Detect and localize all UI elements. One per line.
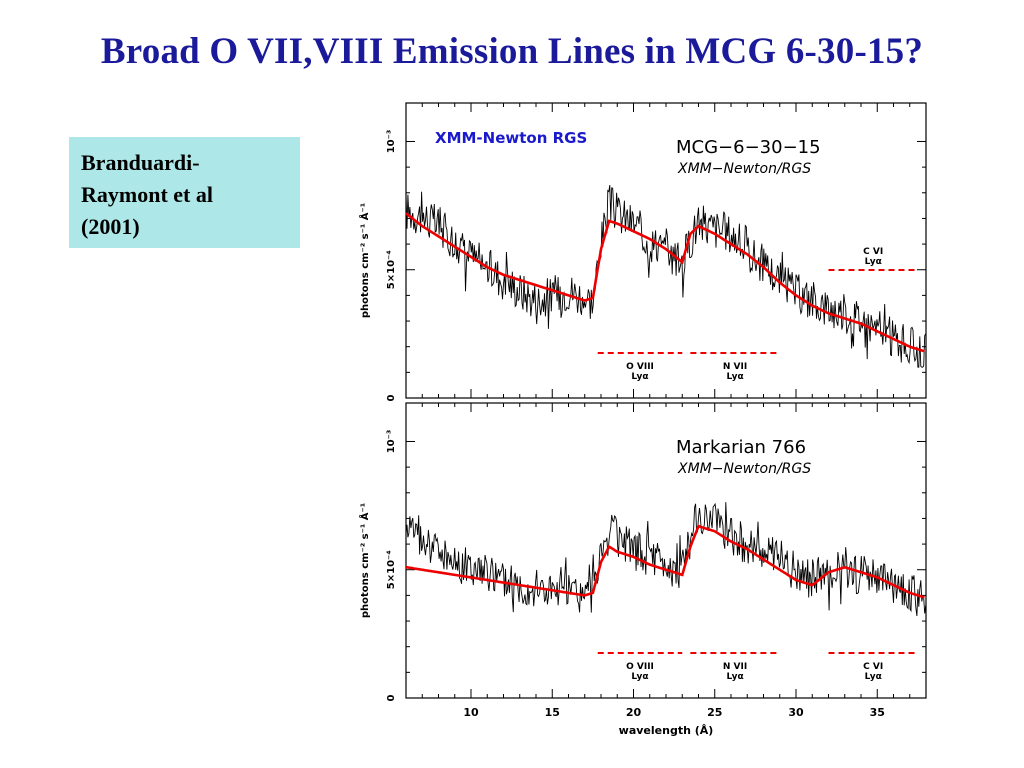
model-series-line (405, 524, 925, 599)
model-series-line (405, 212, 925, 353)
panel-title: Markarian 766 (676, 437, 806, 458)
y-tick-label: 10⁻³ (386, 430, 397, 454)
chart-panel-2: 10 15 20 25 30 35 wavelength (Å) 0 5×10⁻⁴ 10⁻³ pho… (358, 402, 927, 737)
panel-title: MCG−6−30−15 (676, 137, 821, 158)
line-marker-sublabel: Lyα (631, 672, 648, 682)
data-series-line (405, 502, 927, 617)
panel-subtitle: XMM−Newton/RGS (677, 461, 811, 477)
line-marker-label: O VIII (626, 662, 654, 672)
plot-frame (405, 402, 927, 699)
citation-line-3: (2001) (81, 214, 140, 239)
line-marker-sublabel: Lyα (726, 672, 743, 682)
x-axis-label: wavelength (Å) (619, 724, 714, 737)
chart-panel-1: 0 5×10⁻⁴ 10⁻³ photons cm⁻² s⁻¹ Å⁻¹ MCG−6−30−… (358, 102, 927, 401)
x-tick-label: 20 (626, 706, 642, 719)
spectra-figure: 0 5×10⁻⁴ 10⁻³ photons cm⁻² s⁻¹ Å⁻¹ MCG−6−30−… (358, 102, 927, 737)
line-marker-label: C VI (863, 662, 883, 672)
line-marker-sublabel: Lyα (865, 257, 882, 267)
data-series-line (405, 185, 927, 368)
line-marker-label: C VI (863, 247, 883, 257)
overlay-label: XMM-Newton RGS (435, 129, 587, 147)
x-tick-label: 30 (788, 706, 804, 719)
citation-box: Branduardi- Raymont et al (2001) (69, 137, 300, 248)
x-tick-label: 35 (870, 706, 885, 719)
line-marker-label: N VII (723, 662, 747, 672)
y-tick-label: 5×10⁻⁴ (386, 250, 397, 289)
y-axis-label: photons cm⁻² s⁻¹ Å⁻¹ (358, 503, 371, 618)
y-tick-label: 0 (386, 394, 397, 401)
slide-title: Broad O VII,VIII Emission Lines in MCG 6… (100, 31, 924, 72)
y-tick-label: 10⁻³ (386, 130, 397, 154)
line-marker-label: N VII (723, 362, 747, 372)
x-tick-label: 25 (707, 706, 722, 719)
line-marker-sublabel: Lyα (726, 372, 743, 382)
line-marker-label: O VIII (626, 362, 654, 372)
line-marker-sublabel: Lyα (631, 372, 648, 382)
panel-subtitle: XMM−Newton/RGS (677, 161, 811, 177)
x-tick-label: 15 (545, 706, 560, 719)
y-tick-label: 0 (386, 694, 397, 701)
y-tick-label: 5×10⁻⁴ (386, 550, 397, 589)
citation-line-2: Raymont et al (81, 182, 213, 207)
y-axis-label: photons cm⁻² s⁻¹ Å⁻¹ (358, 203, 371, 318)
line-marker-sublabel: Lyα (865, 672, 882, 682)
x-tick-label: 10 (463, 706, 479, 719)
citation-line-1: Branduardi- (81, 150, 200, 175)
